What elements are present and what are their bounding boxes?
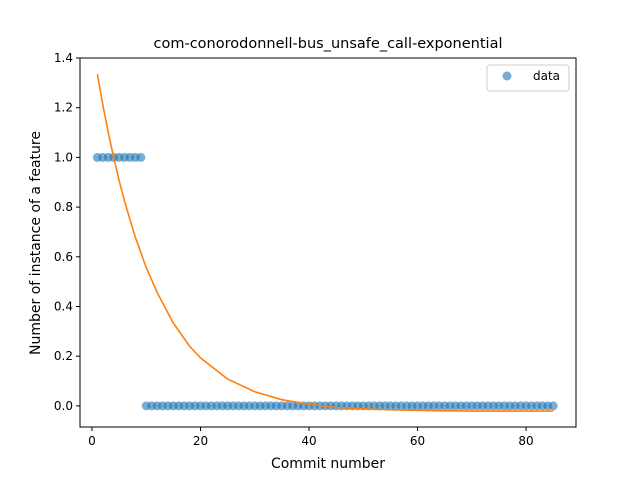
data-point bbox=[136, 152, 146, 162]
x-axis: 0 20 40 60 80 bbox=[88, 427, 534, 448]
legend-box bbox=[486, 64, 570, 92]
legend: data bbox=[486, 64, 570, 92]
legend-label-data: data bbox=[533, 69, 560, 83]
fit-line bbox=[96, 74, 554, 412]
y-tick-label: 0.8 bbox=[54, 200, 73, 214]
data-point bbox=[548, 401, 558, 411]
y-tick-label: 0.6 bbox=[54, 250, 73, 264]
x-tick-label: 60 bbox=[410, 434, 425, 448]
legend-marker-data bbox=[502, 71, 512, 81]
x-axis-title: Commit number bbox=[271, 456, 385, 472]
x-tick-label: 0 bbox=[88, 434, 96, 448]
x-tick-label: 40 bbox=[301, 434, 316, 448]
plot-area bbox=[92, 74, 558, 412]
y-axis-title: Number of instance of a feature bbox=[28, 131, 44, 355]
y-tick-label: 0.4 bbox=[54, 299, 73, 313]
y-tick-label: 0.0 bbox=[54, 399, 73, 413]
y-tick-label: 1.0 bbox=[54, 150, 73, 164]
y-tick-label: 1.4 bbox=[54, 51, 73, 65]
chart-title: com-conorodonnell-bus_unsafe_call-expone… bbox=[154, 36, 503, 52]
axes-frame bbox=[79, 57, 577, 428]
x-tick-label: 80 bbox=[518, 434, 533, 448]
x-tick-label: 20 bbox=[193, 434, 208, 448]
y-tick-label: 1.2 bbox=[54, 101, 73, 115]
y-tick-label: 0.2 bbox=[54, 349, 73, 363]
y-axis: 0.0 0.2 0.4 0.6 0.8 1.0 1.2 1.4 bbox=[54, 51, 80, 413]
